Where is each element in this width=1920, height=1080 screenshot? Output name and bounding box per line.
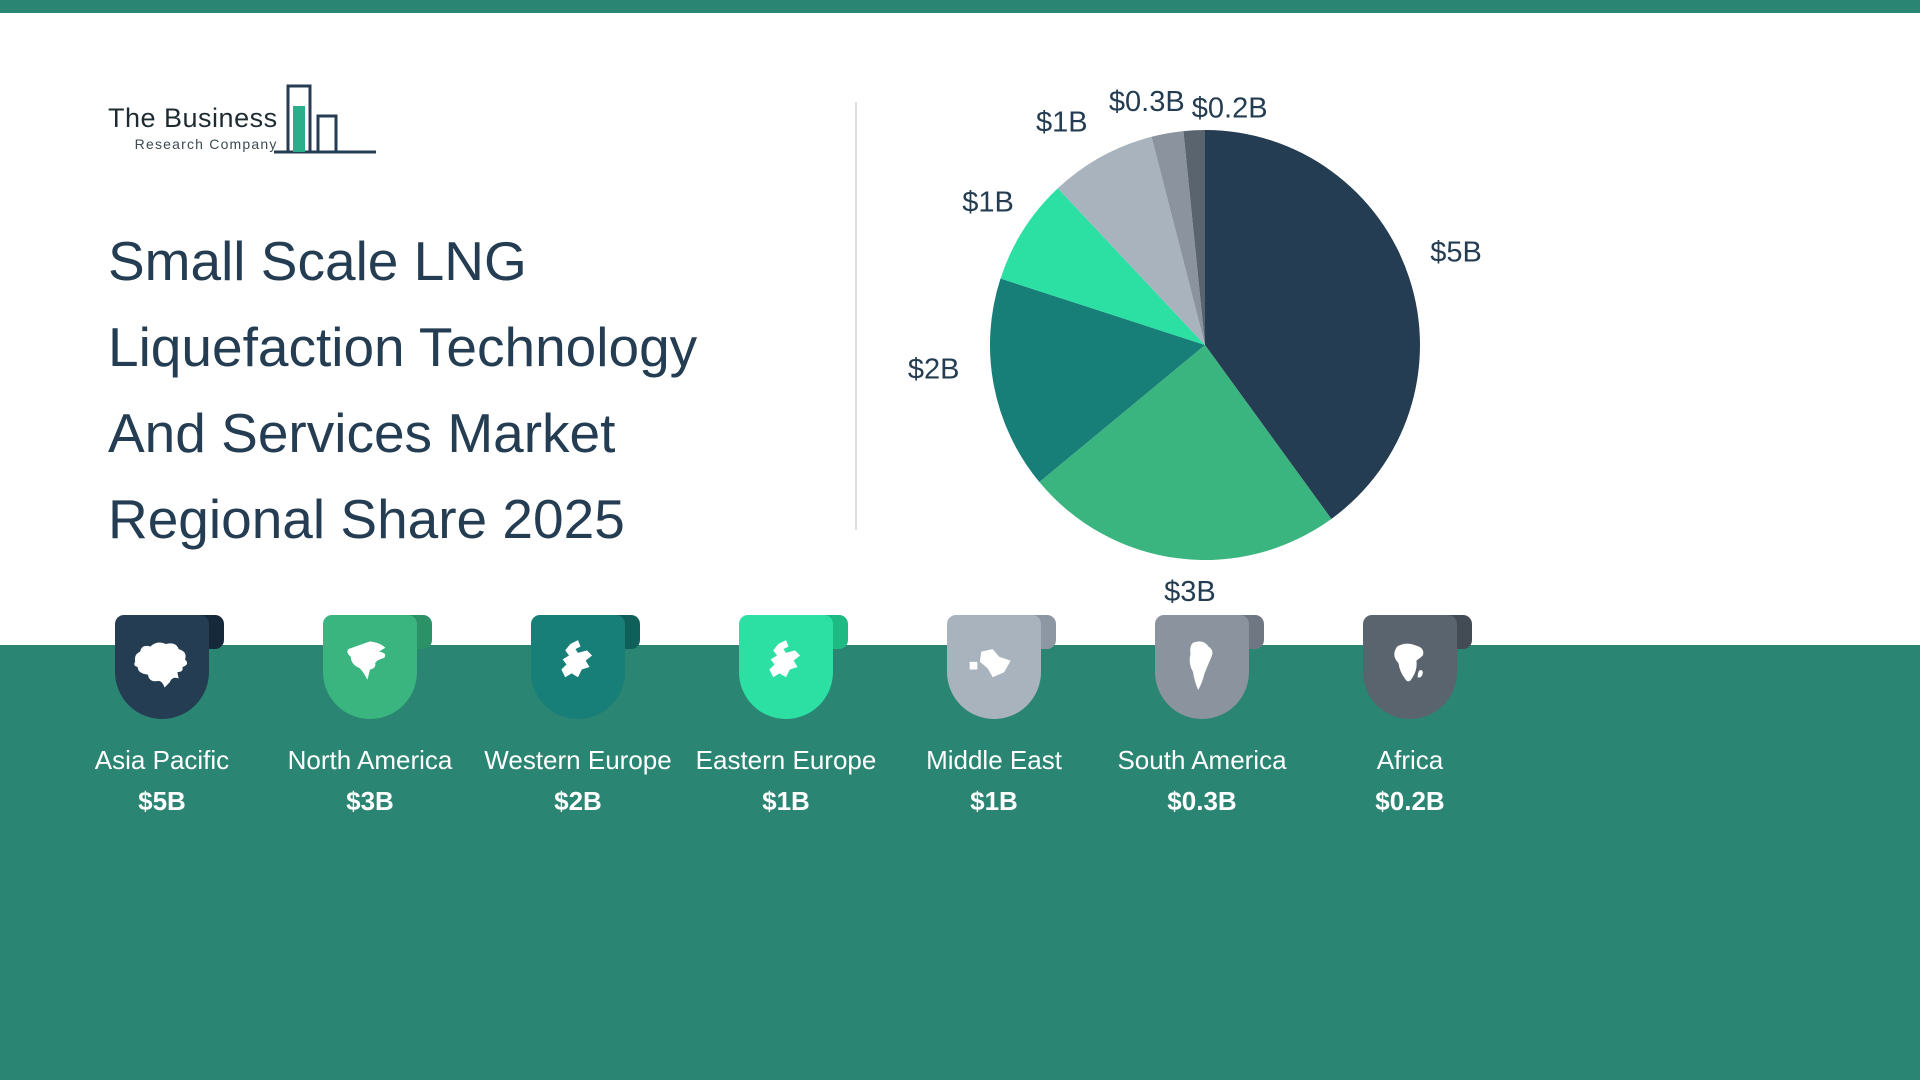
pie-slice-middle-east — [1057, 136, 1205, 345]
legend-item-western-europe: Western Europe $2B — [474, 615, 682, 817]
legend-region-value: $1B — [762, 786, 810, 816]
legend-region-label: Eastern Europe — [695, 745, 877, 775]
pie-slice-eastern-europe — [1000, 188, 1205, 345]
title-line-2: Liquefaction Technology — [108, 316, 698, 378]
legend-region-value: $0.3B — [1167, 786, 1237, 816]
ribbon-south-america — [1155, 615, 1264, 719]
legend-item-asia-pacific: Asia Pacific $5B — [58, 615, 266, 817]
legend-region-label: Africa — [1376, 745, 1444, 775]
top-accent-bar — [0, 0, 1920, 13]
ribbon-africa — [1363, 615, 1472, 719]
legend-item-middle-east: Middle East $1B — [890, 615, 1098, 817]
ribbon-body — [947, 615, 1041, 719]
pie-slice-asia-pacific — [1205, 130, 1420, 519]
pie-label-south-america: $0.3B — [1109, 86, 1185, 118]
pie-slice-africa — [1183, 130, 1205, 345]
title-line-3: And Services Market — [108, 402, 616, 464]
legend-region-value: $3B — [346, 786, 394, 816]
south-america-map-icon — [1189, 641, 1213, 691]
legend-region-label: Asia Pacific — [94, 745, 230, 775]
middle-east-map-icon — [969, 649, 1011, 678]
pie-label-north-america: $3B — [1164, 576, 1216, 608]
pie-label-eastern-europe: $1B — [962, 187, 1014, 219]
pie-slice-western-europe — [989, 278, 1205, 483]
title-line-4: Regional Share 2025 — [108, 488, 625, 550]
legend-region-label: Middle East — [926, 745, 1062, 775]
pie-label-middle-east: $1B — [1036, 107, 1088, 139]
legend-region-value: $5B — [138, 786, 186, 816]
ribbon-body — [323, 615, 417, 719]
ribbon-asia-pacific — [115, 615, 224, 719]
ribbon-body — [531, 615, 625, 719]
africa-map-icon — [1394, 643, 1424, 682]
bar-chart-logo-icon — [273, 84, 376, 154]
page-title: Small Scale LNG Liquefaction Technology … — [108, 218, 697, 562]
legend: Asia Pacific $5B North America $3B Western E… — [58, 615, 1514, 817]
western-europe-map-icon — [561, 640, 593, 678]
title-line-1: Small Scale LNG — [108, 230, 527, 292]
ribbon-body — [1363, 615, 1457, 719]
legend-item-north-america: North America $3B — [266, 615, 474, 817]
pie-slice-south-america — [1151, 131, 1205, 345]
ribbon-body — [739, 615, 833, 719]
legend-item-africa: Africa $0.2B — [1306, 615, 1514, 817]
pie-label-western-europe: $2B — [908, 354, 960, 386]
vertical-divider — [855, 102, 857, 530]
legend-region-label: Western Europe — [484, 745, 672, 775]
legend-region-label: North America — [287, 745, 453, 775]
legend-item-eastern-europe: Eastern Europe $1B — [682, 615, 890, 817]
ribbon-middle-east — [947, 615, 1056, 719]
ribbon-body — [115, 615, 209, 719]
ribbon-western-europe — [531, 615, 640, 719]
logo-text: The Business Research Company — [108, 103, 278, 152]
ribbon-north-america — [323, 615, 432, 719]
legend-region-value: $1B — [970, 786, 1018, 816]
ribbon-eastern-europe — [739, 615, 848, 719]
asia-pacific-map-icon — [134, 642, 188, 688]
north-america-map-icon — [347, 641, 386, 680]
footer-band — [0, 645, 1920, 1080]
legend-region-label: South America — [1117, 745, 1287, 775]
pie-chart: $5B $3B $2B $1B $1B $0.3B $0.2B — [890, 55, 1710, 665]
logo-text-line2: Research Company — [134, 136, 278, 152]
pie-label-asia-pacific: $5B — [1430, 236, 1482, 268]
pie-slice-north-america — [1039, 345, 1332, 561]
logo: The Business Research Company — [108, 80, 380, 154]
ribbon-body — [1155, 615, 1249, 719]
logo-text-line1: The Business — [108, 103, 278, 133]
legend-item-south-america: South America $0.3B — [1098, 615, 1306, 817]
legend-region-value: $2B — [554, 786, 602, 816]
eastern-europe-map-icon — [769, 640, 801, 678]
legend-region-value: $0.2B — [1375, 786, 1445, 816]
pie-label-africa: $0.2B — [1192, 92, 1268, 124]
